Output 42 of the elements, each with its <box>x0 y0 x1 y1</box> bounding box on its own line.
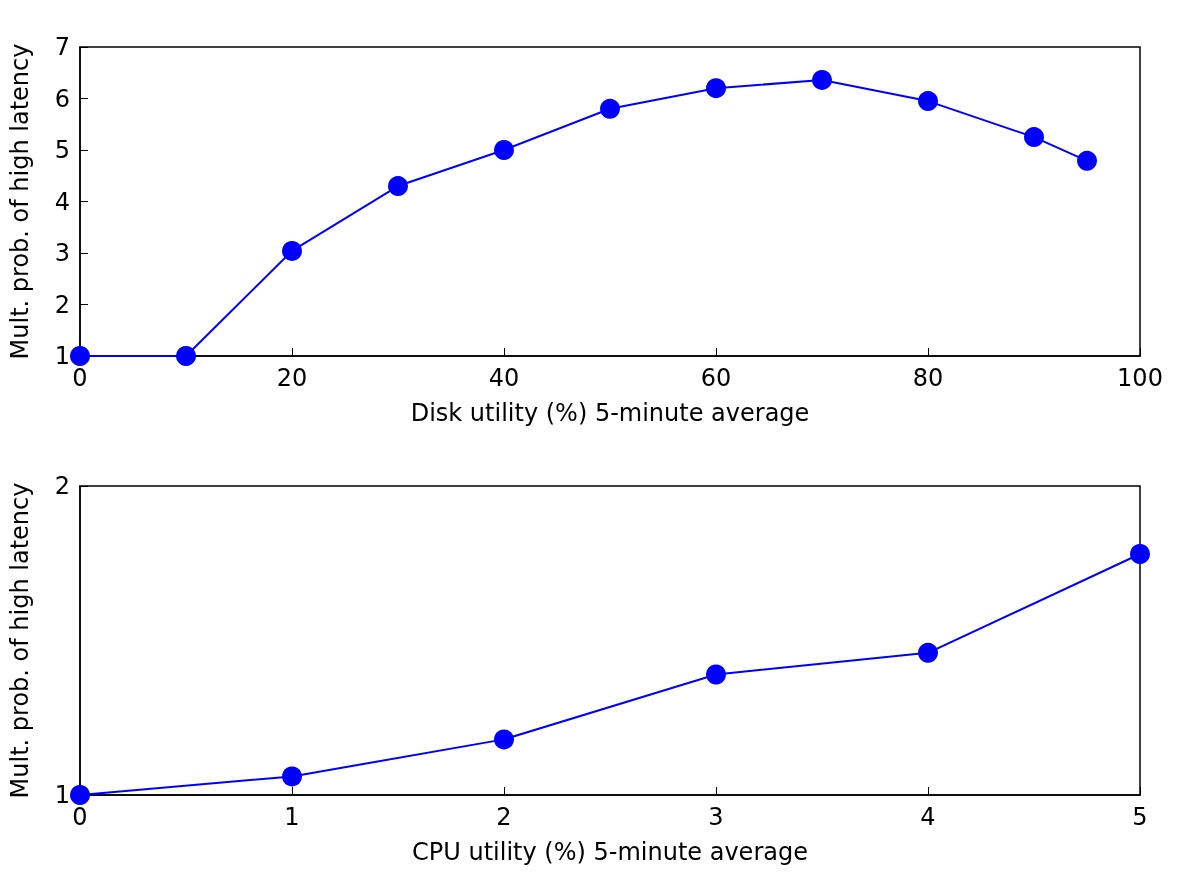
y-axis-title: Mult. prob. of high latency <box>6 482 34 799</box>
y-tick-label: 3 <box>54 239 70 267</box>
point <box>600 98 620 119</box>
y-axis-title: Mult. prob. of high latency <box>6 43 34 360</box>
x-tick-label: 2 <box>496 803 512 831</box>
x-tick-label: 5 <box>1132 803 1148 831</box>
x-tick-label: 3 <box>708 803 724 831</box>
y-tick-label: 2 <box>54 472 70 500</box>
x-tick-label: 1 <box>284 803 300 831</box>
x-tick-label: 4 <box>920 803 936 831</box>
x-tick-label: 60 <box>700 364 732 392</box>
point <box>494 729 514 750</box>
x-tick-label: 0 <box>72 803 88 831</box>
x-tick-label: 20 <box>276 364 308 392</box>
x-tick-label: 40 <box>488 364 520 392</box>
y-tick-label: 1 <box>54 342 70 370</box>
point <box>282 240 302 261</box>
point <box>1024 127 1044 148</box>
y-tick-label: 2 <box>54 290 70 319</box>
point <box>1077 150 1097 171</box>
x-axis-title: Disk utility (%) 5-minute average <box>410 399 810 427</box>
point <box>706 664 726 685</box>
x-tick-label: 0 <box>72 364 88 392</box>
point <box>70 346 90 366</box>
point <box>282 766 302 787</box>
point <box>918 91 938 112</box>
point <box>494 140 514 160</box>
point <box>812 69 832 90</box>
y-tick-label: 6 <box>54 84 70 113</box>
y-tick-label: 1 <box>54 781 70 809</box>
point <box>176 346 196 366</box>
y-tick-label: 5 <box>54 136 70 164</box>
x-tick-label: 80 <box>912 364 944 392</box>
y-tick-label: 4 <box>54 187 70 216</box>
y-tick-label: 7 <box>54 33 70 61</box>
x-axis-title: CPU utility (%) 5-minute average <box>412 838 808 866</box>
point <box>388 176 408 197</box>
point <box>1130 543 1150 564</box>
point <box>70 785 90 805</box>
x-tick-label: 100 <box>1117 364 1163 392</box>
point <box>706 78 726 99</box>
point <box>918 642 938 663</box>
